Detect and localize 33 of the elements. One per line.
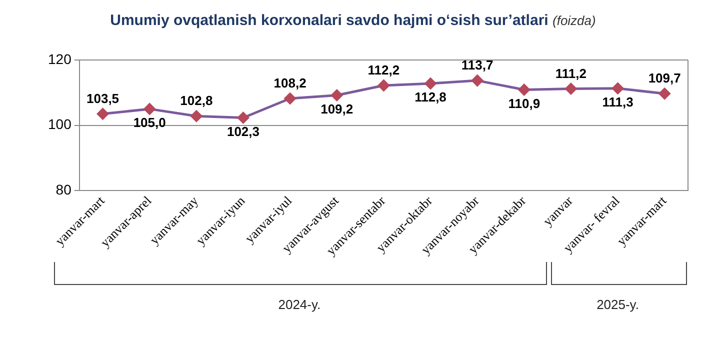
chart-subtitle: (foizda) (552, 13, 596, 28)
data-label: 102,3 (226, 124, 260, 139)
data-label: 103,5 (86, 90, 120, 106)
point (190, 110, 202, 122)
point (284, 92, 296, 104)
point (378, 80, 390, 92)
data-label: 112,8 (414, 90, 446, 105)
data-label: 109,2 (320, 101, 354, 116)
point (612, 82, 624, 94)
point (331, 89, 343, 101)
chart-title: Umumiy ovqatlanish korxonalari savdo hajmi o‘sish sur’atlari (110, 12, 548, 29)
data-label: 111,3 (602, 94, 634, 110)
point (472, 74, 484, 86)
data-label: 108,2 (274, 76, 306, 91)
data-label: 109,7 (648, 70, 681, 86)
data-label: 112,2 (368, 62, 400, 78)
text: 2024-y. (278, 297, 321, 312)
point (518, 84, 530, 96)
text: 2025-y. (596, 297, 639, 312)
point (144, 103, 156, 115)
data-label: 111,2 (555, 66, 587, 81)
data-label: 113,7 (461, 58, 494, 73)
y-tick-label: 120 (48, 50, 72, 67)
data-label: 102,8 (180, 93, 213, 108)
point (237, 112, 249, 124)
point (97, 108, 109, 120)
point (424, 78, 436, 90)
data-label: 110,9 (508, 96, 540, 111)
point (658, 88, 670, 100)
y-tick-label: 80 (56, 181, 72, 198)
point (565, 82, 577, 94)
y-tick-label: 100 (48, 116, 72, 132)
data-label: 105,0 (133, 115, 166, 130)
